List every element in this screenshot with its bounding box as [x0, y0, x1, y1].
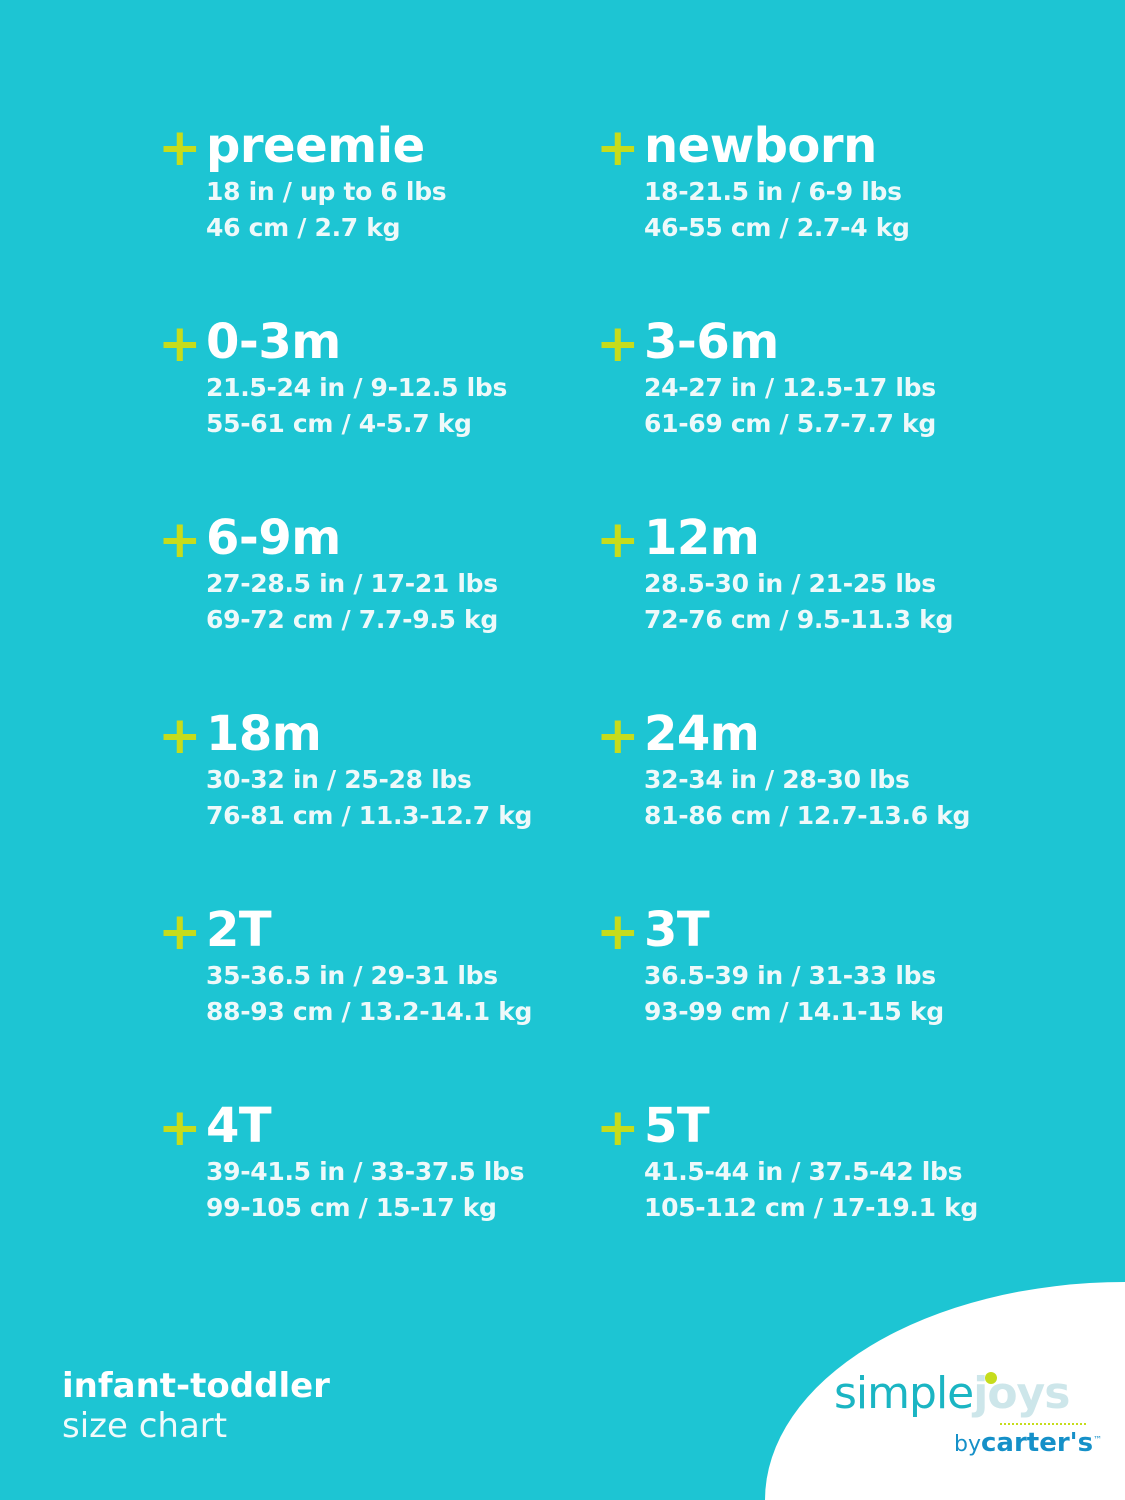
size-imperial: 24-27 in / 12.5-17 lbs: [644, 373, 936, 402]
logo-by: by: [954, 1432, 981, 1457]
chart-caption: infant-toddler size chart: [62, 1366, 330, 1446]
plus-icon: +: [596, 902, 640, 962]
size-imperial: 39-41.5 in / 33-37.5 lbs: [206, 1157, 525, 1186]
size-imperial: 28.5-30 in / 21-25 lbs: [644, 569, 936, 598]
size-imperial: 32-34 in / 28-30 lbs: [644, 765, 910, 794]
size-metric: 69-72 cm / 7.7-9.5 kg: [206, 605, 498, 634]
plus-icon: +: [596, 118, 640, 178]
size-label: 3T: [644, 902, 710, 958]
plus-icon: +: [596, 706, 640, 766]
logo-simple: simple: [834, 1368, 974, 1419]
size-metric: 81-86 cm / 12.7-13.6 kg: [644, 801, 971, 830]
simple-joys-logo: simplejoys bycarter's™: [834, 1368, 1102, 1458]
size-imperial: 41.5-44 in / 37.5-42 lbs: [644, 1157, 963, 1186]
plus-icon: +: [158, 510, 202, 570]
size-label: 6-9m: [206, 510, 341, 566]
size-label: 2T: [206, 902, 272, 958]
size-metric: 61-69 cm / 5.7-7.7 kg: [644, 409, 936, 438]
size-imperial: 30-32 in / 25-28 lbs: [206, 765, 472, 794]
size-metric: 99-105 cm / 15-17 kg: [206, 1193, 497, 1222]
logo-dotted-underline: [1000, 1423, 1086, 1425]
size-label: 24m: [644, 706, 760, 762]
plus-icon: +: [596, 510, 640, 570]
size-imperial: 36.5-39 in / 31-33 lbs: [644, 961, 936, 990]
size-imperial: 27-28.5 in / 17-21 lbs: [206, 569, 498, 598]
plus-icon: +: [596, 314, 640, 374]
size-imperial: 21.5-24 in / 9-12.5 lbs: [206, 373, 508, 402]
size-metric: 88-93 cm / 13.2-14.1 kg: [206, 997, 533, 1026]
size-metric: 105-112 cm / 17-19.1 kg: [644, 1193, 979, 1222]
caption-subtitle: size chart: [62, 1406, 228, 1446]
size-imperial: 18-21.5 in / 6-9 lbs: [644, 177, 902, 206]
logo-dot-icon: [985, 1372, 998, 1384]
size-label: newborn: [644, 118, 877, 174]
size-label: 5T: [644, 1098, 710, 1154]
plus-icon: +: [158, 1098, 202, 1158]
plus-icon: +: [596, 1098, 640, 1158]
size-label: 12m: [644, 510, 760, 566]
plus-icon: +: [158, 902, 202, 962]
logo-brand: carter's: [980, 1428, 1094, 1458]
size-label: 3-6m: [644, 314, 779, 370]
size-label: 4T: [206, 1098, 272, 1154]
size-metric: 93-99 cm / 14.1-15 kg: [644, 997, 944, 1026]
size-metric: 46 cm / 2.7 kg: [206, 213, 401, 242]
size-label: preemie: [206, 118, 425, 174]
size-metric: 76-81 cm / 11.3-12.7 kg: [206, 801, 533, 830]
logo-joys: joys: [973, 1368, 1070, 1419]
plus-icon: +: [158, 314, 202, 374]
size-metric: 72-76 cm / 9.5-11.3 kg: [644, 605, 954, 634]
plus-icon: +: [158, 706, 202, 766]
plus-icon: +: [158, 118, 202, 178]
size-imperial: 18 in / up to 6 lbs: [206, 177, 447, 206]
size-imperial: 35-36.5 in / 29-31 lbs: [206, 961, 498, 990]
caption-title: infant-toddler: [62, 1366, 330, 1406]
size-metric: 46-55 cm / 2.7-4 kg: [644, 213, 910, 242]
size-label: 0-3m: [206, 314, 341, 370]
size-metric: 55-61 cm / 4-5.7 kg: [206, 409, 472, 438]
size-label: 18m: [206, 706, 322, 762]
logo-tm: ™: [1093, 1435, 1103, 1446]
logo-by-carters: bycarter's™: [954, 1428, 1102, 1458]
